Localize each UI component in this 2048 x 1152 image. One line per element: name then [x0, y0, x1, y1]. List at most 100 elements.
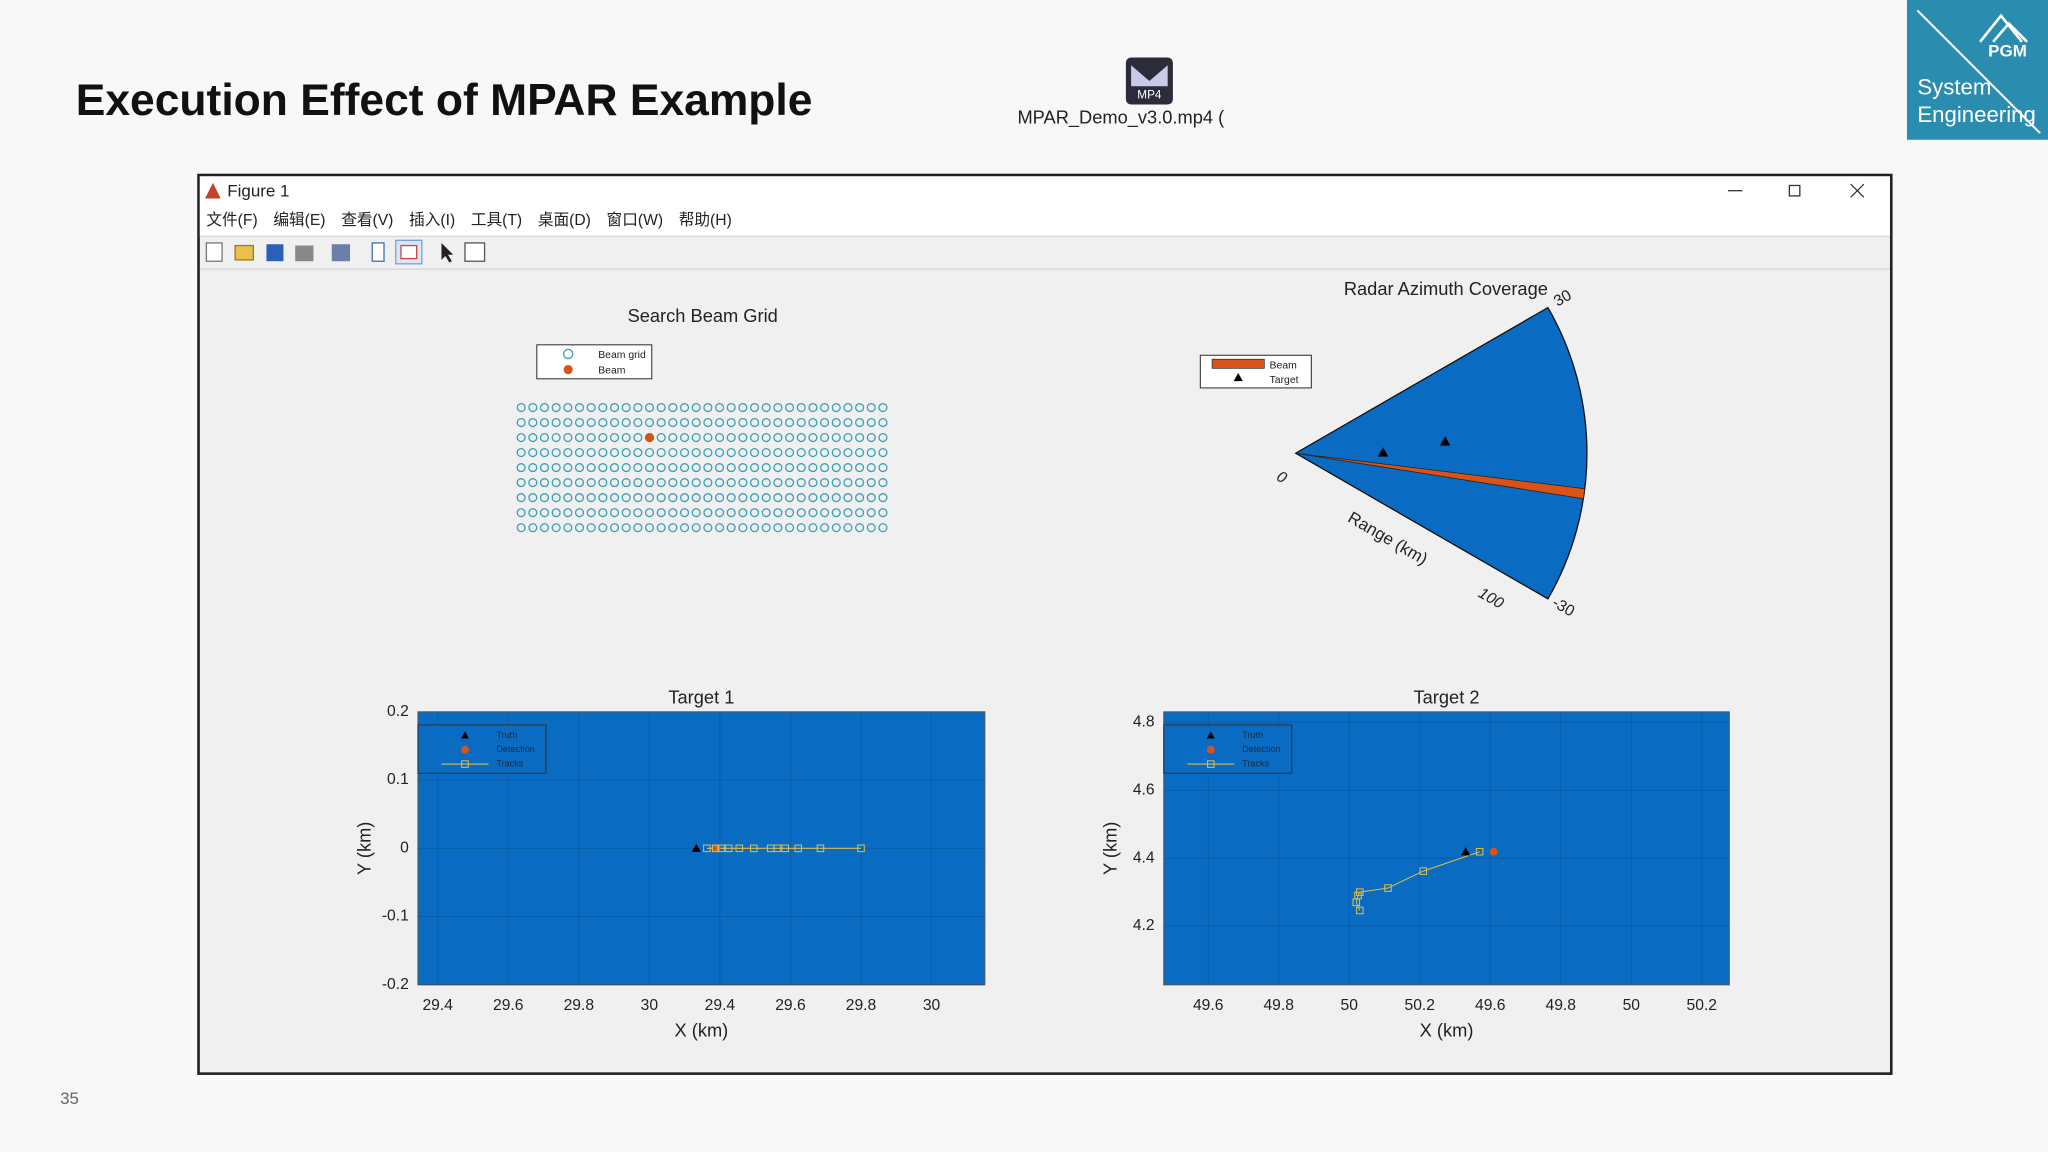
- legend-swatch: [461, 745, 469, 754]
- grid-beam: [551, 417, 561, 428]
- grid-beam: [563, 402, 573, 413]
- video-icon-label[interactable]: MP4: [1137, 88, 1162, 101]
- tool-colorbar[interactable]: [371, 242, 385, 262]
- grid-beam: [563, 448, 573, 458]
- grid-beam: [691, 417, 701, 428]
- grid-beam: [820, 417, 830, 428]
- grid-beam: [633, 523, 643, 533]
- grid-beam: [516, 417, 526, 428]
- menu-item[interactable]: 窗口(W): [607, 211, 664, 229]
- grid-beam: [831, 432, 841, 443]
- track-point: [794, 844, 803, 853]
- grid-beam: [598, 493, 608, 503]
- tool-legend-icon[interactable]: [400, 244, 418, 260]
- grid-beam: [785, 432, 795, 443]
- grid-beam: [703, 508, 713, 518]
- legend-label: Detection: [1242, 744, 1281, 754]
- video-name[interactable]: MPAR_Demo_v3.0.mp4 (: [1017, 107, 1224, 129]
- tool-print-figure[interactable]: [331, 244, 351, 262]
- close-button[interactable]: [1850, 183, 1865, 198]
- grid-beam: [878, 523, 888, 533]
- grid-beam: [820, 493, 830, 503]
- grid-beam: [843, 417, 853, 428]
- menu-item[interactable]: 桌面(D): [538, 211, 591, 229]
- tool-pointer[interactable]: [441, 242, 454, 263]
- grid-beam: [528, 417, 538, 428]
- grid-beam: [609, 508, 620, 518]
- legend-swatch: [1233, 372, 1243, 382]
- grid-beam: [668, 448, 678, 458]
- grid-beam: [598, 417, 608, 428]
- x-tick-label: 29.6: [775, 997, 806, 1014]
- menu-item[interactable]: 文件(F): [206, 211, 257, 229]
- video-icon[interactable]: MP4: [1125, 57, 1173, 105]
- grid-beam: [866, 448, 876, 458]
- grid-beam: [773, 417, 783, 428]
- grid-beam: [621, 432, 631, 443]
- grid-beam: [539, 523, 550, 533]
- grid-beam: [598, 463, 608, 473]
- detection: [712, 844, 721, 853]
- grid-beam: [691, 402, 701, 413]
- menu-item[interactable]: 工具(T): [471, 212, 522, 229]
- tool-property[interactable]: [464, 242, 486, 262]
- grid-beam: [563, 463, 573, 473]
- menu-item[interactable]: 查看(V): [341, 211, 393, 229]
- grid-beam: [796, 417, 806, 428]
- tool-save[interactable]: [266, 244, 284, 262]
- toolbar: [205, 239, 486, 265]
- grid-beam: [574, 493, 585, 503]
- grid-beam: [714, 463, 725, 473]
- grid-beam: [796, 463, 806, 473]
- grid-beam: [586, 417, 596, 428]
- grid-beam: [656, 493, 666, 503]
- grid-beam: [586, 493, 596, 503]
- grid-beam: [878, 493, 888, 503]
- grid-beam: [633, 478, 643, 488]
- grid-beam: [551, 508, 561, 518]
- tool-new[interactable]: [205, 242, 223, 262]
- grid-beam: [609, 417, 620, 428]
- y-tick-label: 4.8: [1133, 714, 1155, 731]
- grid-beam: [563, 523, 573, 533]
- grid-beam: [656, 508, 666, 518]
- legend-label: Target: [1270, 375, 1299, 386]
- grid-beam: [796, 448, 806, 458]
- grid-beam: [726, 417, 736, 428]
- grid-beam: [831, 478, 841, 488]
- grid-beam: [749, 478, 760, 488]
- grid-beam: [808, 493, 818, 503]
- grid-beam: [668, 478, 678, 488]
- logo: PGM System Engineering: [1906, 0, 2048, 140]
- grid-beam: [761, 448, 771, 458]
- grid-beam: [843, 402, 853, 413]
- grid-beam: [785, 402, 795, 413]
- grid-beam: [703, 493, 713, 503]
- legend-label: Tracks: [1242, 759, 1269, 769]
- menu-item[interactable]: 帮助(H): [679, 211, 732, 229]
- grid-beam: [843, 508, 853, 518]
- grid-beam: [726, 402, 736, 413]
- grid-beam: [516, 448, 526, 458]
- restore-button[interactable]: [1788, 184, 1801, 197]
- tool-open[interactable]: [234, 244, 255, 261]
- track-point: [703, 844, 711, 853]
- menu-item[interactable]: 编辑(E): [273, 211, 325, 229]
- grid-beam: [691, 493, 701, 503]
- grid-beam: [551, 523, 561, 533]
- grid-beam: [598, 478, 608, 488]
- menu-item[interactable]: 插入(I): [409, 211, 455, 229]
- theta-tick-label: 30: [1551, 287, 1575, 311]
- grid-beam: [703, 417, 713, 428]
- track-point: [773, 844, 782, 853]
- video-icon-art[interactable]: [1131, 65, 1168, 87]
- grid-beam: [738, 508, 748, 518]
- grid-beam: [668, 417, 678, 428]
- tool-print[interactable]: [295, 245, 314, 262]
- legend-swatch: [562, 348, 574, 360]
- grid-beam: [843, 463, 853, 473]
- grid-beam: [609, 493, 620, 503]
- grid-beam: [679, 432, 690, 443]
- grid-beam: [785, 508, 795, 518]
- grid-beam: [703, 523, 713, 533]
